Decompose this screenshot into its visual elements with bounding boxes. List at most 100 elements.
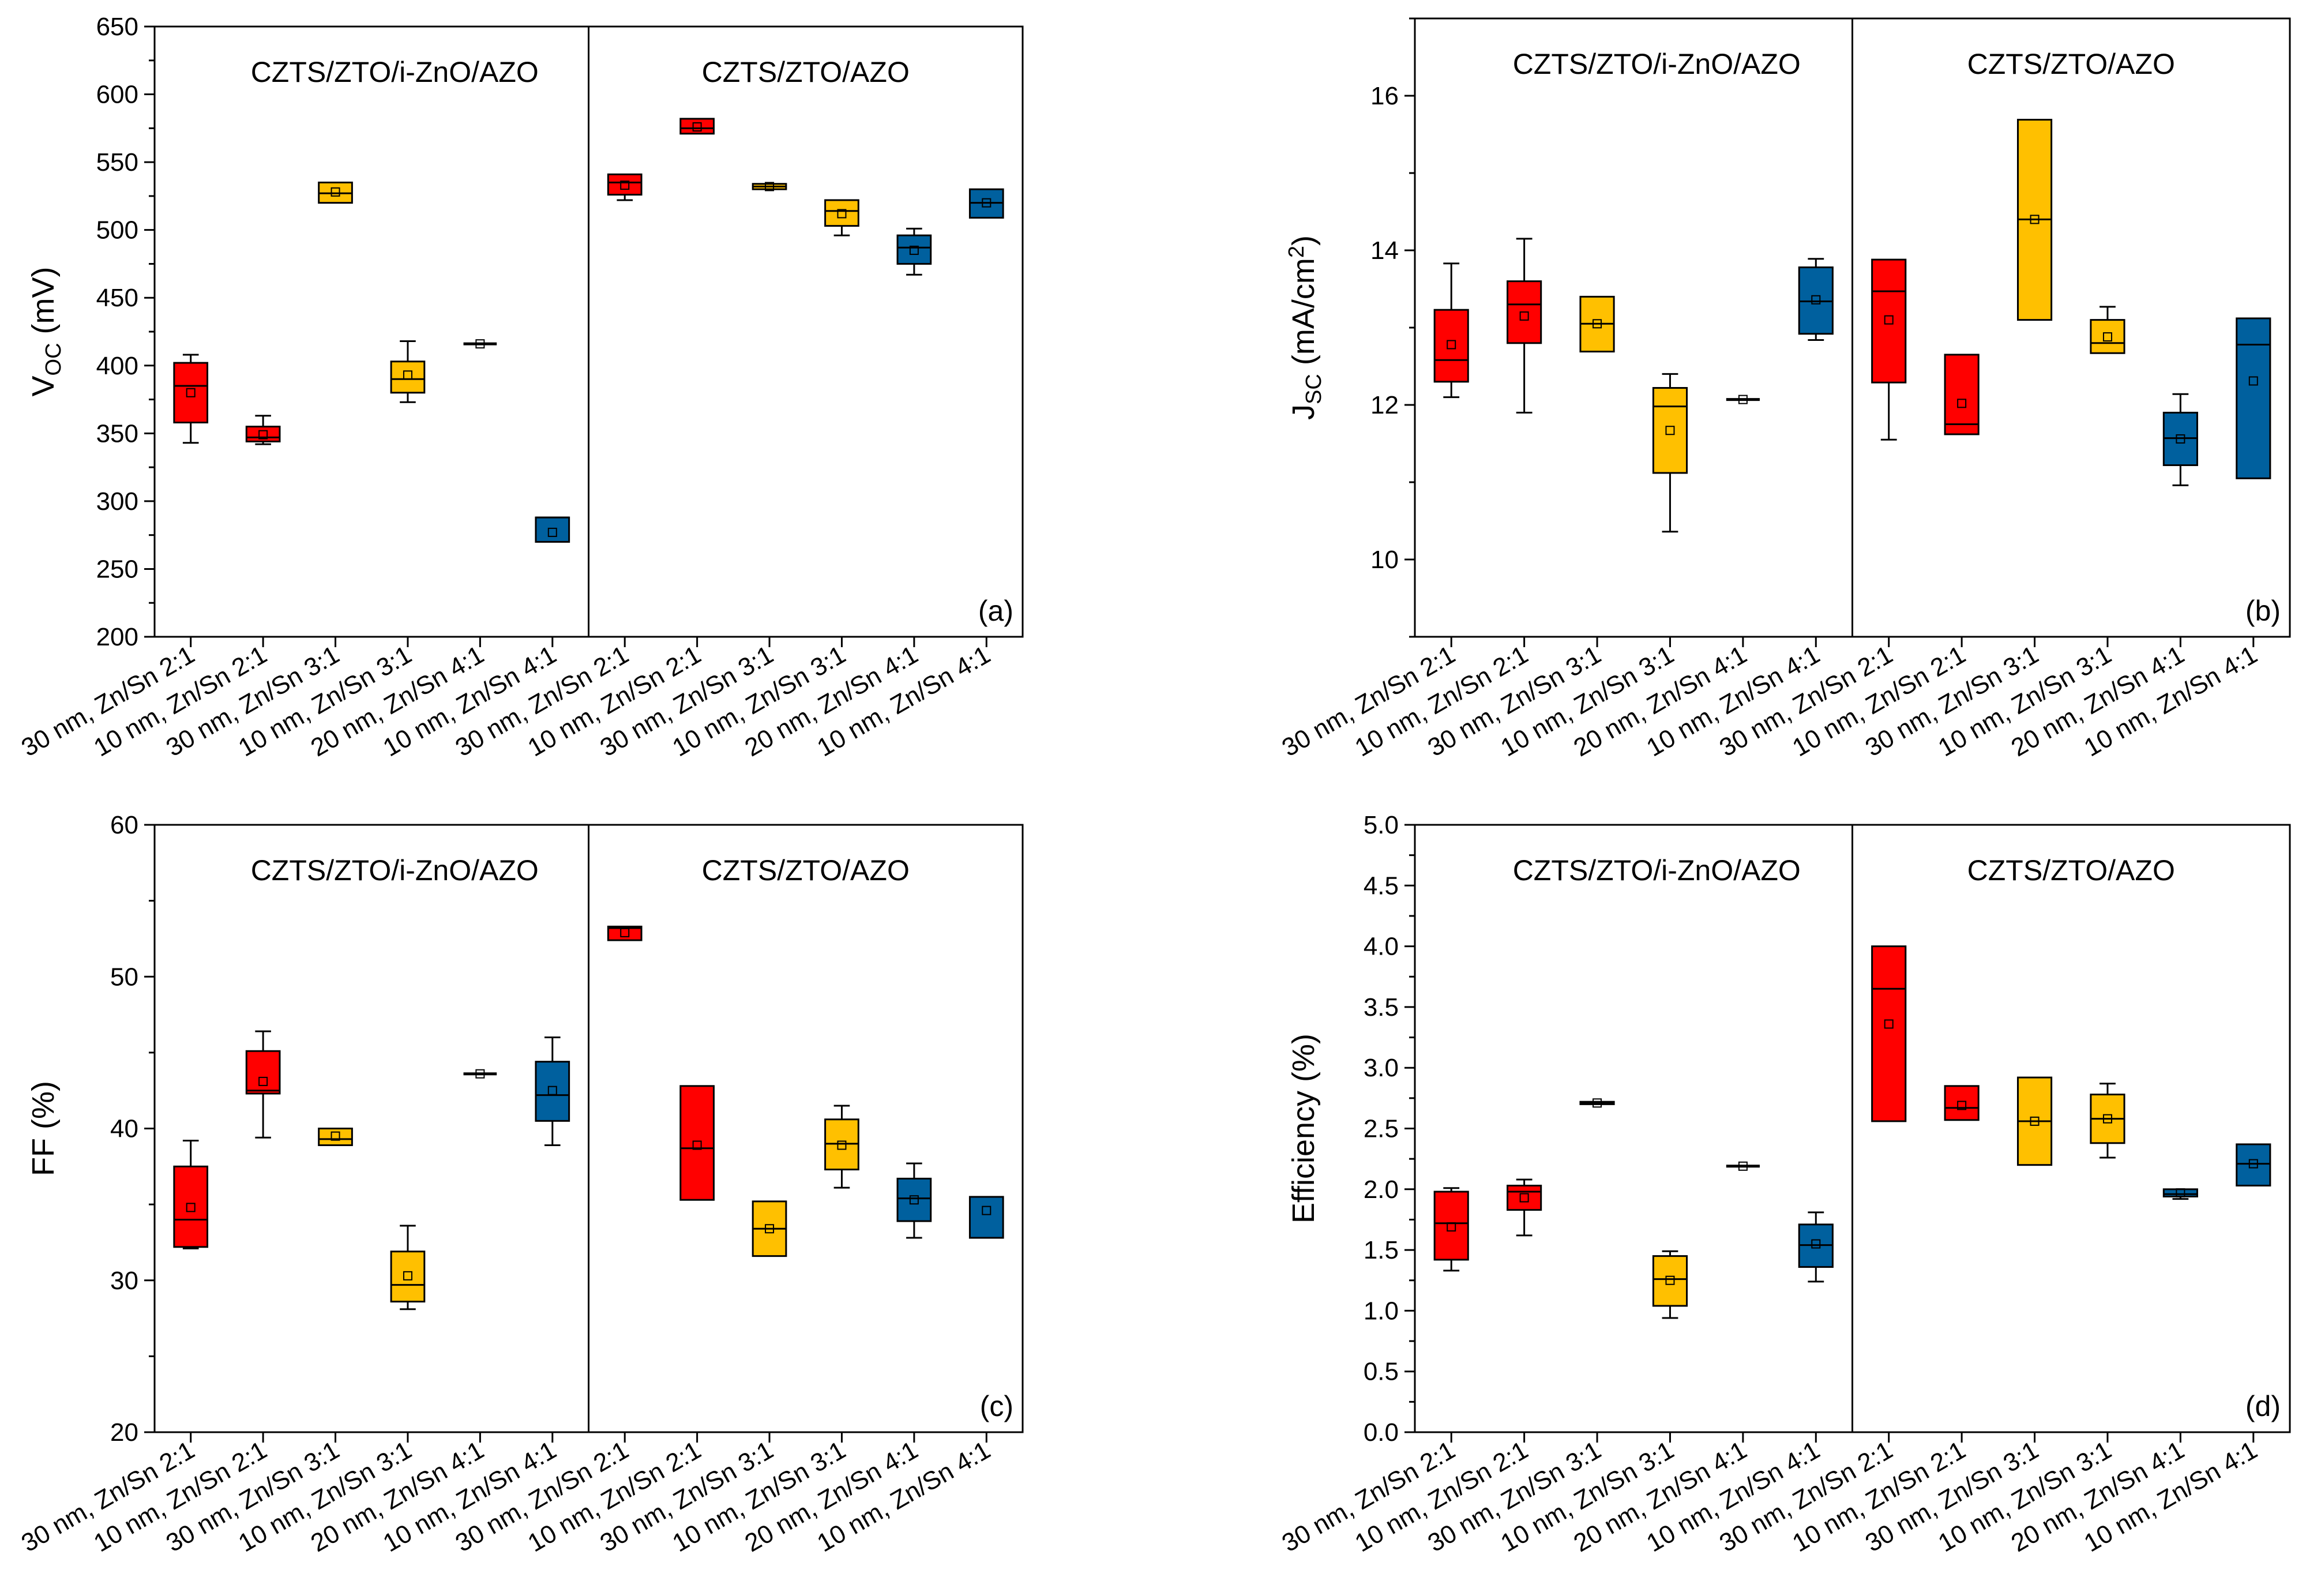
box bbox=[824, 199, 859, 227]
box bbox=[173, 1165, 209, 1248]
group-title-left: CZTS/ZTO/i-ZnO/AZO bbox=[251, 854, 539, 887]
box bbox=[607, 173, 643, 196]
y-tick-label: 650 bbox=[96, 13, 138, 41]
y-tick-label: 10 bbox=[1370, 546, 1399, 574]
panel-label: (a) bbox=[978, 595, 1013, 627]
box bbox=[1944, 354, 1980, 435]
mean-marker bbox=[692, 122, 702, 132]
box-plot bbox=[1798, 258, 1834, 341]
y-tick-label: 200 bbox=[96, 623, 138, 651]
box bbox=[679, 1085, 715, 1201]
mean-marker bbox=[1447, 340, 1456, 350]
box-plot bbox=[1579, 1098, 1615, 1108]
y-tick-label: 14 bbox=[1370, 236, 1399, 265]
y-tick-label: 250 bbox=[96, 555, 138, 583]
box bbox=[245, 1050, 281, 1095]
box-plot bbox=[535, 516, 570, 543]
y-tick-label: 4.0 bbox=[1364, 933, 1399, 961]
y-axis-title-unit: (mV) bbox=[26, 267, 61, 343]
box-plot bbox=[2090, 306, 2125, 354]
box bbox=[1944, 1085, 1980, 1121]
box bbox=[173, 362, 209, 424]
box-plot bbox=[2090, 1083, 2125, 1159]
box-plot bbox=[2162, 1188, 2198, 1200]
box-plot bbox=[1944, 354, 1980, 435]
box-plot bbox=[318, 181, 353, 204]
y-axis-title-end: ) bbox=[1286, 235, 1321, 246]
box-plot bbox=[1944, 1085, 1980, 1121]
box-plot bbox=[1579, 295, 1615, 353]
y-axis-title-subscript: SC bbox=[1302, 374, 1326, 404]
group-title-right: CZTS/ZTO/AZO bbox=[702, 56, 910, 88]
mean-marker bbox=[2248, 376, 2258, 386]
box-plot bbox=[607, 925, 643, 941]
box-plot bbox=[1652, 1250, 1688, 1319]
box-plot bbox=[824, 199, 859, 236]
mean-marker bbox=[1665, 426, 1675, 435]
y-axis-title-main: FF (%) bbox=[26, 1081, 61, 1176]
box-plot bbox=[1726, 395, 1760, 404]
y-axis-title: VOC (mV) bbox=[26, 267, 66, 397]
mean-marker bbox=[909, 1195, 919, 1205]
mean-marker bbox=[403, 1271, 412, 1280]
y-axis-title-main: V bbox=[26, 375, 61, 396]
box-plot bbox=[2236, 1143, 2271, 1186]
box-plot bbox=[968, 1196, 1004, 1239]
y-axis-title-unit: (mA/cm bbox=[1286, 258, 1321, 374]
y-axis-title: FF (%) bbox=[26, 1081, 61, 1176]
mean-marker bbox=[1447, 1222, 1456, 1232]
mean-marker bbox=[2248, 1159, 2258, 1169]
y-tick-label: 5.0 bbox=[1364, 811, 1399, 839]
y-tick-label: 4.5 bbox=[1364, 872, 1399, 900]
y-axis-title: Efficiency (%) bbox=[1286, 1034, 1321, 1223]
mean-marker bbox=[982, 198, 991, 208]
y-tick-label: 50 bbox=[110, 963, 138, 991]
box-plot bbox=[535, 1037, 570, 1146]
y-axis-title-subscript: OC bbox=[42, 343, 66, 375]
y-tick-label: 2.0 bbox=[1364, 1176, 1399, 1204]
mean-marker bbox=[2030, 215, 2040, 224]
y-axis-title-superscript: 2 bbox=[1285, 246, 1309, 258]
mean-marker bbox=[1593, 1098, 1602, 1108]
mean-marker bbox=[1811, 1239, 1821, 1249]
box-plot bbox=[173, 354, 209, 444]
mean-marker bbox=[1884, 315, 1894, 325]
group-title-left: CZTS/ZTO/i-ZnO/AZO bbox=[1513, 48, 1801, 80]
box-plot bbox=[463, 339, 497, 349]
box bbox=[390, 360, 426, 394]
mean-marker bbox=[692, 1140, 702, 1150]
box-plot bbox=[824, 1105, 859, 1189]
mean-marker bbox=[547, 1086, 557, 1095]
panel-label: (c) bbox=[980, 1390, 1013, 1422]
mean-marker bbox=[475, 1069, 485, 1079]
box bbox=[2162, 1188, 2198, 1197]
y-tick-label: 500 bbox=[96, 216, 138, 245]
box-plot bbox=[896, 1162, 932, 1239]
box-plot bbox=[2016, 119, 2053, 321]
y-axis-title-main: Efficiency (%) bbox=[1286, 1034, 1321, 1223]
box-plot bbox=[1798, 1211, 1834, 1283]
box-plot bbox=[2162, 393, 2198, 486]
mean-marker bbox=[620, 927, 630, 937]
y-tick-label: 60 bbox=[110, 811, 138, 839]
mean-marker bbox=[909, 245, 919, 255]
box bbox=[1433, 1191, 1469, 1261]
y-tick-label: 300 bbox=[96, 487, 138, 516]
group-title-right: CZTS/ZTO/AZO bbox=[1967, 48, 2175, 80]
mean-marker bbox=[1957, 1101, 1967, 1110]
mean-marker bbox=[547, 527, 557, 537]
mean-marker bbox=[837, 209, 847, 219]
mean-marker bbox=[1738, 1161, 1748, 1171]
y-tick-label: 350 bbox=[96, 419, 138, 448]
box-plot bbox=[1507, 238, 1542, 414]
mean-marker bbox=[765, 182, 775, 191]
mean-marker bbox=[620, 181, 630, 190]
mean-marker bbox=[258, 430, 268, 440]
box-plot bbox=[1652, 373, 1688, 533]
mean-marker bbox=[1593, 319, 1602, 329]
box bbox=[1433, 309, 1469, 383]
box-plot bbox=[1871, 945, 1907, 1122]
y-tick-label: 0.5 bbox=[1364, 1358, 1399, 1386]
